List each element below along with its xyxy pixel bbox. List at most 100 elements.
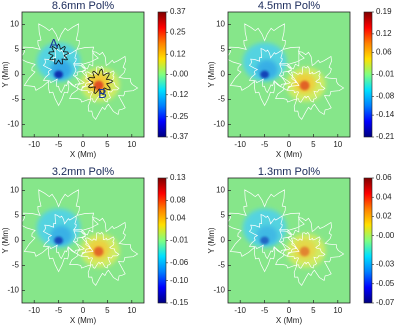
panel-title: 4.5mm Pol% (258, 0, 321, 12)
colorbar-tick-label: -0.07 (376, 298, 395, 307)
x-tick-label: 5 (105, 306, 110, 315)
x-tick-label: 5 (311, 140, 316, 149)
annotation: B (98, 86, 107, 101)
y-tick-label: 5 (15, 211, 20, 220)
colorbar-tick-label: 0.12 (170, 49, 186, 58)
background (22, 178, 144, 303)
x-axis-label: X (Mm) (276, 316, 303, 325)
y-axis-label: Y (Mm) (1, 61, 10, 87)
y-tick-label: -5 (12, 95, 20, 104)
y-tick-label: -5 (218, 261, 226, 270)
image (228, 178, 350, 303)
colorbar-tick-label: 0.04 (376, 192, 392, 201)
colorbar (157, 11, 167, 138)
colorbar-tick-label: 0.12 (376, 29, 392, 38)
colorbar-tick-label: -0.37 (170, 132, 189, 141)
blob (54, 236, 63, 245)
y-tick-label: 10 (216, 186, 225, 195)
x-tick-label: 5 (311, 306, 316, 315)
y-tick-label: 10 (10, 186, 19, 195)
panel: 4.5mm Pol% -10 -5 0 5 10 -10 -5 0 5 10 X (Mm) Y (Mm)… (207, 0, 395, 159)
panel-title: 1.3mm Pol% (258, 166, 321, 178)
blob (299, 80, 310, 91)
blob (299, 246, 310, 257)
colorbar-tick-label: -0.21 (376, 132, 395, 141)
colorbar (363, 177, 373, 304)
x-tick-label: -5 (55, 306, 63, 315)
y-tick-label: 5 (221, 211, 226, 220)
colorbar-tick-label: -0.05 (376, 279, 395, 288)
y-axis-label: Y (Mm) (1, 227, 10, 253)
y-tick-label: -5 (12, 261, 20, 270)
x-tick-label: 0 (81, 140, 86, 149)
colorbar-tick-label: 0.06 (376, 173, 392, 182)
background (22, 12, 144, 137)
contour (48, 43, 113, 96)
x-tick-label: -10 (28, 140, 40, 149)
colorbar-tick-label: -0.01 (376, 70, 395, 79)
y-tick-label: 0 (15, 70, 20, 79)
y-axis-label: Y (Mm) (207, 61, 216, 87)
y-tick-label: 0 (221, 236, 226, 245)
x-tick-label: -5 (261, 306, 269, 315)
x-tick-label: -10 (234, 306, 246, 315)
x-tick-label: 0 (287, 140, 292, 149)
panel: 1.3mm Pol% -10 -5 0 5 10 -10 -5 0 5 10 X (Mm) Y (Mm)… (207, 166, 395, 325)
image (22, 178, 144, 303)
x-tick-label: 0 (287, 306, 292, 315)
annotation: A (49, 36, 58, 51)
x-tick-label: -10 (28, 306, 40, 315)
x-axis-label: X (Mm) (70, 150, 97, 159)
colorbar-tick-label: -0.14 (376, 110, 395, 119)
x-tick-label: 10 (127, 140, 136, 149)
x-tick-label: 5 (105, 140, 110, 149)
y-tick-label: 5 (221, 45, 226, 54)
colorbar-tick-label: 0.04 (170, 213, 186, 222)
image (22, 12, 144, 137)
colorbar-tick-label: -0.00 (376, 231, 395, 240)
colorbar-tick-label: -0.01 (170, 236, 189, 245)
blob (54, 70, 63, 79)
colorbar-tick-label: 0.25 (170, 27, 186, 36)
colorbar-tick-label: -0.03 (376, 260, 395, 269)
panel-title: 3.2mm Pol% (52, 166, 115, 178)
x-tick-label: 10 (333, 140, 342, 149)
y-axis-label: Y (Mm) (207, 227, 216, 253)
x-tick-label: -5 (55, 140, 63, 149)
colorbar-tick-label: -0.06 (170, 258, 189, 267)
x-tick-label: -10 (234, 140, 246, 149)
y-tick-label: 10 (10, 20, 19, 29)
contour (228, 23, 345, 120)
x-axis-label: X (Mm) (70, 316, 97, 325)
blob (260, 70, 269, 79)
x-tick-label: 10 (127, 306, 136, 315)
image (228, 12, 350, 137)
colorbar-tick-label: 0.13 (170, 173, 186, 182)
y-tick-label: 0 (221, 70, 226, 79)
colorbar-tick-label: 0.06 (376, 48, 392, 57)
colorbar-tick-label: -0.12 (170, 90, 189, 99)
colorbar-tick-label: 0.02 (376, 212, 392, 221)
colorbar-tick-label: -0.00 (170, 70, 189, 79)
panel-title: 8.6mm Pol% (52, 0, 115, 12)
y-tick-label: 5 (15, 45, 20, 54)
colorbar-tick-label: 0.19 (376, 7, 392, 16)
x-tick-label: 10 (333, 306, 342, 315)
colorbar (363, 11, 373, 138)
y-tick-label: -10 (213, 120, 225, 129)
y-tick-label: 0 (15, 236, 20, 245)
blob (93, 246, 104, 257)
y-tick-label: -10 (7, 120, 19, 129)
contour (22, 23, 139, 120)
colorbar-tick-label: -0.25 (170, 112, 189, 121)
contour (228, 189, 345, 286)
blob (260, 236, 269, 245)
colorbar-tick-label: -0.10 (170, 276, 189, 285)
colorbar-tick-label: -0.15 (170, 298, 189, 307)
panel: 3.2mm Pol% -10 -5 0 5 10 -10 -5 0 5 10 X (Mm) Y (Mm)… (1, 166, 189, 325)
contour (22, 189, 139, 286)
x-tick-label: 0 (81, 306, 86, 315)
colorbar-tick-label: 0.08 (170, 195, 186, 204)
panel: 8.6mm Pol% -10 -5 0 5 10 -10 -5 0 5 10 X (Mm) Y (Mm)… (1, 0, 189, 159)
